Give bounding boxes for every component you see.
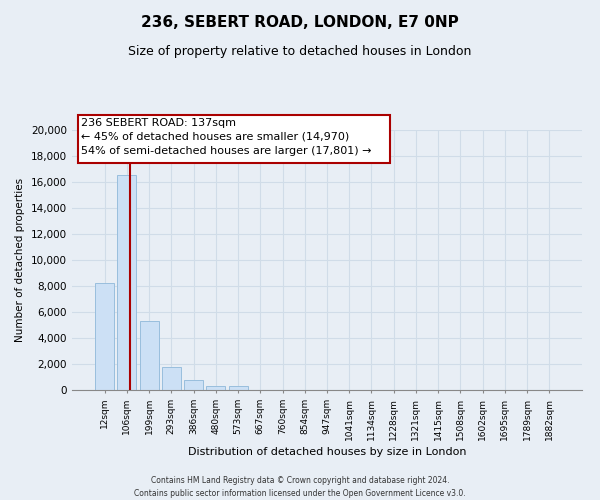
Bar — [206, 386, 225, 390]
Y-axis label: Number of detached properties: Number of detached properties — [16, 178, 25, 342]
Bar — [184, 380, 203, 390]
Text: 236, SEBERT ROAD, LONDON, E7 0NP: 236, SEBERT ROAD, LONDON, E7 0NP — [141, 15, 459, 30]
Text: 54% of semi-detached houses are larger (17,801) →: 54% of semi-detached houses are larger (… — [81, 146, 371, 156]
Bar — [162, 366, 181, 390]
Bar — [118, 176, 136, 390]
Text: ← 45% of detached houses are smaller (14,970): ← 45% of detached houses are smaller (14… — [81, 132, 349, 141]
Bar — [140, 321, 158, 390]
Bar — [229, 386, 248, 390]
Text: Contains HM Land Registry data © Crown copyright and database right 2024.
Contai: Contains HM Land Registry data © Crown c… — [134, 476, 466, 498]
Bar — [95, 284, 114, 390]
Text: 236 SEBERT ROAD: 137sqm: 236 SEBERT ROAD: 137sqm — [81, 118, 236, 128]
X-axis label: Distribution of detached houses by size in London: Distribution of detached houses by size … — [188, 446, 466, 456]
Text: Size of property relative to detached houses in London: Size of property relative to detached ho… — [128, 45, 472, 58]
